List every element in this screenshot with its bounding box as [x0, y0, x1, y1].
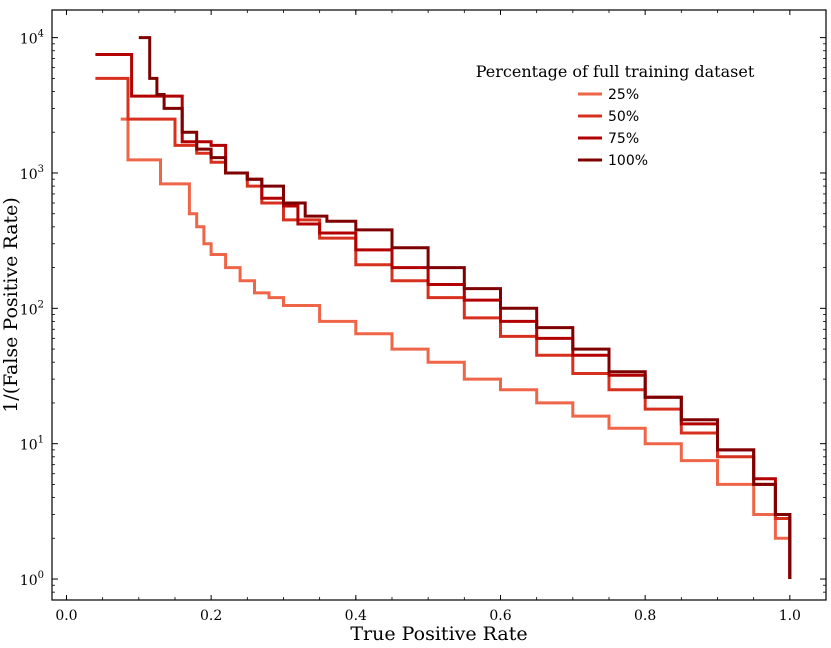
y-tick-label: 104: [20, 29, 44, 48]
series-line-0: [120, 117, 792, 579]
x-tick-label: 0.2: [200, 608, 222, 624]
series-line-1: [95, 76, 792, 579]
series-line-3: [138, 36, 792, 579]
y-tick-label: 101: [20, 435, 44, 454]
series-lines: [95, 36, 792, 579]
y-axis-title: 1/(False Positive Rate): [0, 197, 22, 413]
plot-frame: [51, 9, 827, 601]
series-line-2: [95, 53, 792, 579]
legend-label: 50%: [608, 109, 639, 125]
y-tick-label: 100: [20, 570, 44, 589]
legend-label: 100%: [608, 153, 648, 169]
axis-ticks: 0.0 0.2 0.4 0.6 0.8 1.0 100 101 102 103 104: [20, 10, 826, 624]
x-tick-label: 0.8: [634, 608, 656, 624]
x-tick-label: 0.0: [55, 608, 77, 624]
y-tick-label: 103: [20, 164, 44, 183]
legend: Percentage of full training dataset 25% 5…: [476, 62, 755, 169]
legend-label: 75%: [608, 131, 639, 147]
x-tick-label: 0.6: [489, 608, 511, 624]
legend-title: Percentage of full training dataset: [476, 62, 755, 81]
legend-label: 25%: [608, 87, 639, 103]
x-tick-label: 1.0: [779, 608, 801, 624]
y-tick-label: 102: [20, 299, 44, 318]
x-tick-label: 0.4: [345, 608, 367, 624]
x-axis-title: True Positive Rate: [350, 623, 527, 645]
